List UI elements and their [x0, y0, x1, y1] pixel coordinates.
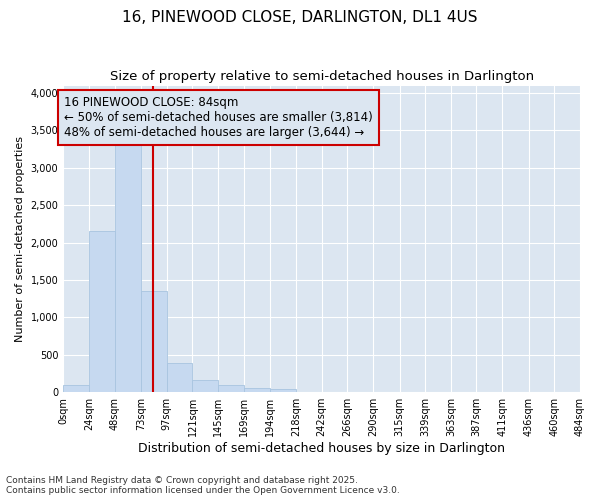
Bar	[141, 291, 167, 392]
Bar	[63, 384, 89, 392]
Bar	[218, 385, 244, 392]
Bar	[244, 388, 271, 392]
Bar	[271, 389, 296, 392]
Bar	[115, 146, 141, 392]
Bar	[89, 230, 115, 392]
Text: 16 PINEWOOD CLOSE: 84sqm
← 50% of semi-detached houses are smaller (3,814)
48% o: 16 PINEWOOD CLOSE: 84sqm ← 50% of semi-d…	[64, 96, 373, 139]
Text: Contains HM Land Registry data © Crown copyright and database right 2025.
Contai: Contains HM Land Registry data © Crown c…	[6, 476, 400, 495]
Title: Size of property relative to semi-detached houses in Darlington: Size of property relative to semi-detach…	[110, 70, 534, 83]
Y-axis label: Number of semi-detached properties: Number of semi-detached properties	[15, 136, 25, 342]
Bar	[167, 363, 193, 392]
Bar	[193, 380, 218, 392]
X-axis label: Distribution of semi-detached houses by size in Darlington: Distribution of semi-detached houses by …	[138, 442, 505, 455]
Text: 16, PINEWOOD CLOSE, DARLINGTON, DL1 4US: 16, PINEWOOD CLOSE, DARLINGTON, DL1 4US	[122, 10, 478, 25]
